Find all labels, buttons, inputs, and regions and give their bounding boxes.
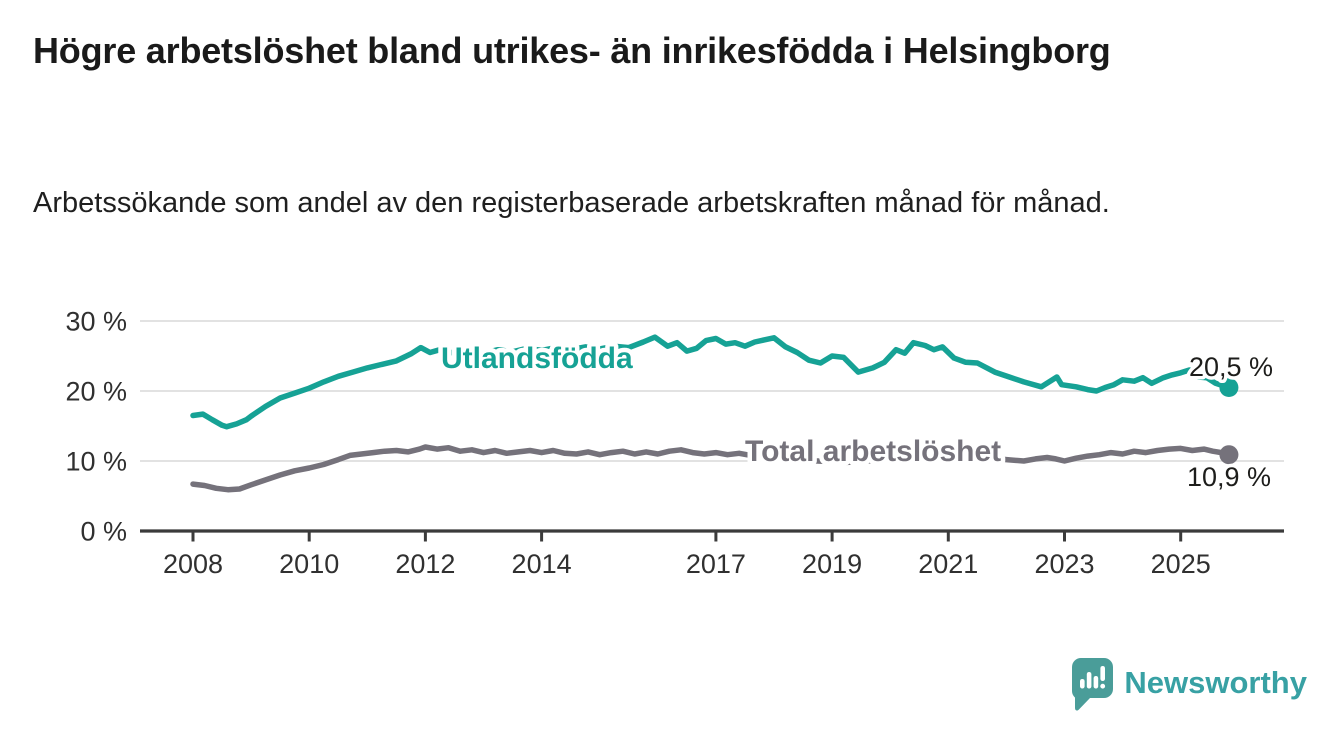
chart-subtitle: Arbetssökande som andel av den registerb…: [33, 187, 1110, 219]
series-label-total-arbetsloshet: Total arbetslöshet: [745, 435, 1001, 468]
x-tick-label: 2023: [1034, 549, 1094, 579]
y-tick-label: 10 %: [65, 447, 127, 477]
x-axis: [140, 529, 1284, 542]
y-tick-label: 20 %: [65, 377, 127, 407]
series-lines: [190, 334, 1232, 493]
series-end-dot-total: [1219, 445, 1239, 465]
series-line-total: [190, 442, 1232, 493]
x-tick-label: 2008: [163, 549, 223, 579]
x-tick-label: 2017: [686, 549, 746, 579]
brand-name: Newsworthy: [1124, 665, 1307, 700]
newsworthy-logo: Newsworthy: [1072, 658, 1307, 712]
series-line-utlandsfodda: [190, 334, 1232, 430]
x-tick-label: 2021: [918, 549, 978, 579]
end-value-total-arbetsloshet: 10,9 %: [1187, 462, 1271, 492]
x-tick-label: 2014: [512, 549, 572, 579]
page-title: Högre arbetslöshet bland utrikes- än inr…: [33, 30, 1111, 71]
x-tick-label: 2019: [802, 549, 862, 579]
y-tick-label: 0 %: [80, 517, 127, 547]
x-tick-label: 2025: [1151, 549, 1211, 579]
x-tick-label: 2012: [395, 549, 455, 579]
series-end-dot-utlandsfodda: [1219, 378, 1239, 397]
series-label-utlandsfodda: Utlandsfödda: [441, 342, 633, 375]
bar-chart-speech-bubble-icon: [1072, 658, 1114, 711]
axis-tick-labels: 2008 2010 2012 2014 2017 2019 2021 2023 2025 0 % 1…: [65, 307, 1210, 580]
series-end-dots: [1219, 378, 1239, 465]
x-tick-label: 2010: [279, 549, 339, 579]
y-tick-label: 30 %: [65, 307, 127, 337]
end-value-utlandsfodda: 20,5 %: [1189, 352, 1273, 382]
